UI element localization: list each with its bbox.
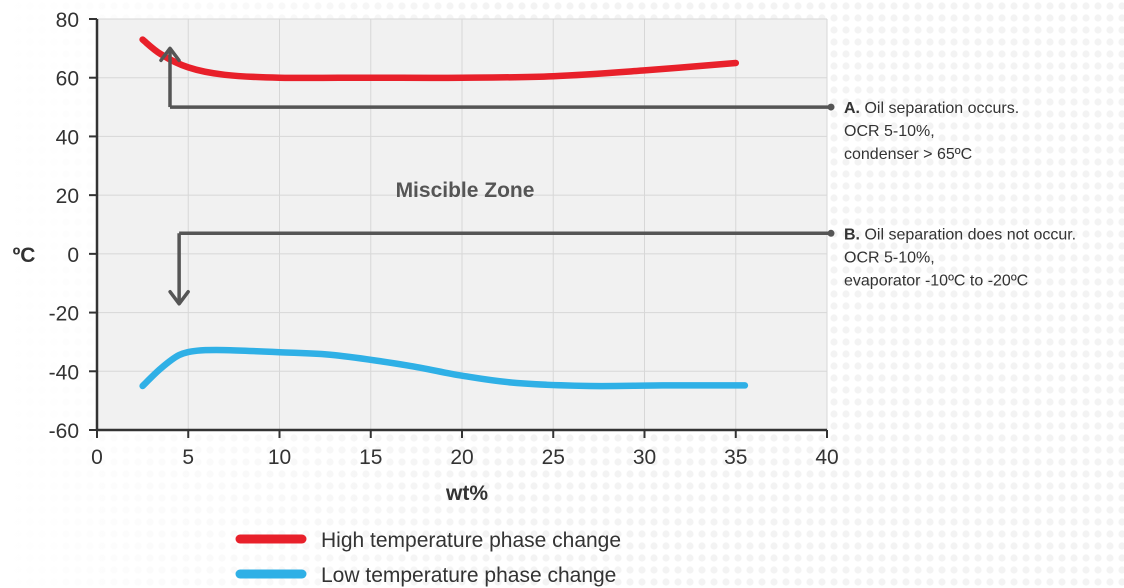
miscible-zone-label: Miscible Zone: [396, 179, 535, 202]
x-tick-label: 15: [359, 446, 382, 469]
high-temp-series-line: [139, 36, 740, 82]
annotations: A. Oil separation occurs. OCR 5-10%, conde…: [159, 46, 1076, 306]
annotation-a-line2: OCR 5-10%,: [844, 123, 935, 140]
annotation-a-line1: A. Oil separation occurs.: [844, 100, 1019, 117]
y-tick-label: 60: [56, 68, 79, 91]
y-tick-label: 40: [56, 126, 79, 149]
annotation-b-line3: evaporator -10ºC to -20ºC: [844, 272, 1028, 289]
annotation-b: B. Oil separation does not occur. OCR 5-1…: [168, 226, 1076, 306]
annotation-a-line3: condenser > 65ºC: [844, 146, 972, 163]
annotation-a-marker: A.: [844, 100, 860, 117]
x-tick-label: 10: [268, 446, 291, 469]
annotation-b-marker: B.: [844, 226, 860, 243]
annotation-b-line2: OCR 5-10%,: [844, 249, 935, 266]
y-tick-label: 0: [67, 244, 79, 267]
x-tick-label: 5: [182, 446, 194, 469]
x-tick-label: 35: [724, 446, 747, 469]
legend-item: High temperature phase change: [235, 529, 621, 552]
annotation-b-line1: B. Oil separation does not occur.: [844, 226, 1076, 243]
y-tick-label: -60: [49, 420, 79, 443]
arrow-head-icon: [159, 46, 181, 63]
tick-labels: 0 5 10 15 20 25 30 35 40 80 60 40 20 0 -20 -40 -60: [49, 9, 839, 469]
y-axis-title: ºC: [13, 244, 36, 267]
x-tick-label: 0: [91, 446, 103, 469]
y-tick-label: 80: [56, 9, 79, 32]
y-tick-label: -20: [49, 303, 79, 326]
x-axis-title: wt%: [445, 482, 488, 505]
annotation-a-dot: [827, 103, 835, 111]
axes: [89, 18, 828, 438]
legend: High temperature phase change Low tempera…: [235, 529, 621, 587]
annotation-a-heading: Oil separation occurs.: [860, 100, 1019, 117]
x-tick-label: 20: [450, 446, 473, 469]
data-series: [139, 36, 749, 390]
x-tick-label: 30: [633, 446, 656, 469]
annotation-b-heading: Oil separation does not occur.: [860, 226, 1076, 243]
legend-label: High temperature phase change: [321, 529, 621, 552]
grid-lines: [97, 18, 828, 430]
y-tick-label: -40: [49, 361, 79, 384]
annotation-b-dot: [827, 229, 835, 237]
y-tick-label: 20: [56, 185, 79, 208]
legend-item: Low temperature phase change: [235, 564, 616, 587]
arrow-head-icon: [168, 290, 190, 306]
annotation-a: A. Oil separation occurs. OCR 5-10%, conde…: [159, 46, 1019, 163]
low-temp-series-line: [139, 346, 749, 390]
legend-label: Low temperature phase change: [321, 564, 616, 587]
x-tick-label: 25: [542, 446, 565, 469]
x-tick-label: 40: [815, 446, 838, 469]
